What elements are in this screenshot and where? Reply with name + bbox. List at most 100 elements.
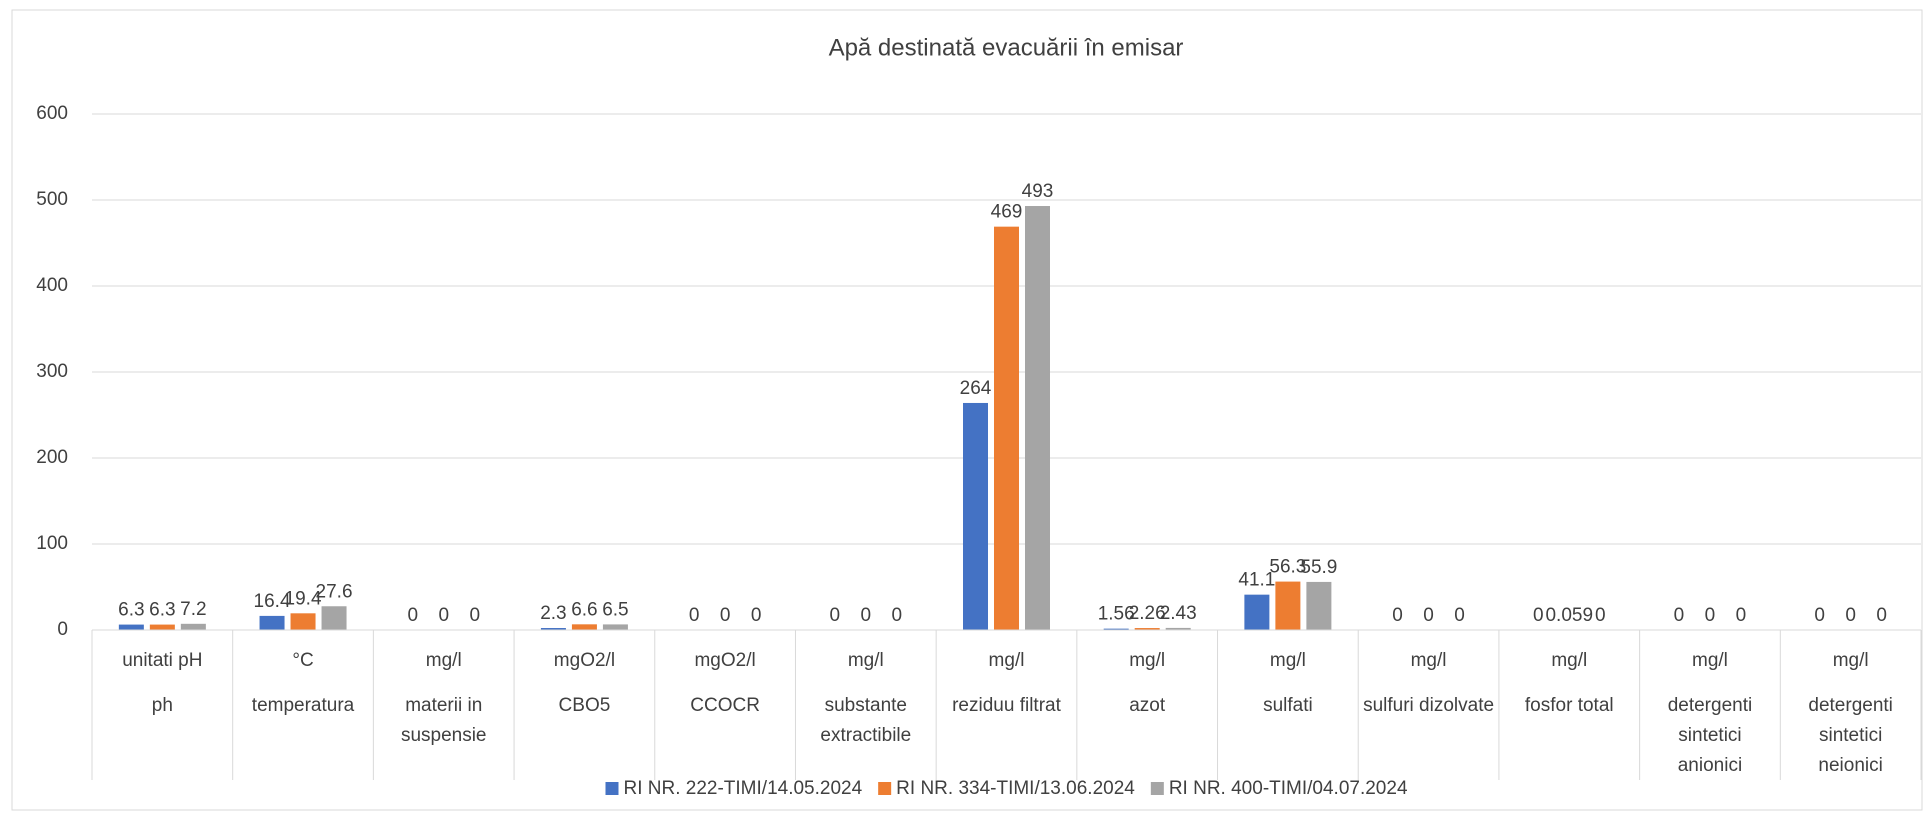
legend-label: RI NR. 222-TIMI/14.05.2024 <box>623 778 862 799</box>
bar <box>1025 206 1050 630</box>
bar <box>290 613 316 630</box>
data-label: 0 <box>720 605 731 626</box>
data-label: 7.2 <box>180 599 206 620</box>
data-label: 0 <box>1845 605 1856 626</box>
data-label: 0 <box>751 605 762 626</box>
data-label: 0 <box>1454 605 1465 626</box>
data-label: 0 <box>830 605 841 626</box>
x-tick-label: detergenti sintetici neionici <box>1808 695 1893 776</box>
bar <box>1134 628 1160 630</box>
bar <box>118 624 144 630</box>
x-tick-label: azot <box>1129 695 1166 716</box>
y-tick-label: 200 <box>36 447 68 468</box>
y-tick-label: 500 <box>36 189 68 210</box>
data-label: 0 <box>438 605 449 626</box>
data-label: 0 <box>1814 605 1825 626</box>
x-unit-label: mgO2/l <box>554 650 615 671</box>
x-tick-label: fosfor total <box>1525 695 1614 716</box>
x-unit-label: mg/l <box>426 650 462 671</box>
bar <box>1165 627 1191 630</box>
x-tick-line: substante <box>825 695 907 716</box>
bar <box>540 628 566 630</box>
data-label: 0 <box>1533 605 1544 626</box>
data-label: 0 <box>892 605 903 626</box>
data-label: 55.9 <box>1300 557 1337 578</box>
legend: RI NR. 222-TIMI/14.05.2024 RI NR. 334-TIM… <box>605 778 1408 799</box>
data-label: 264 <box>960 378 992 399</box>
legend-label: RI NR. 400-TIMI/04.07.2024 <box>1169 778 1408 799</box>
bar <box>321 606 347 630</box>
data-label: 6.3 <box>149 600 175 621</box>
data-label: 41.1 <box>1238 570 1275 591</box>
x-unit-label: mgO2/l <box>694 650 755 671</box>
bar <box>994 226 1019 630</box>
bar <box>149 624 175 630</box>
x-unit-label: mg/l <box>1411 650 1447 671</box>
data-label: 0 <box>1595 605 1606 626</box>
data-label: 2.3 <box>540 603 566 624</box>
legend-swatch <box>1150 782 1164 795</box>
x-tick-label: materii in suspensie <box>401 695 487 746</box>
x-unit-label: unitati pH <box>122 650 202 671</box>
y-tick-label: 600 <box>36 103 68 124</box>
bar <box>1244 594 1270 630</box>
data-label: 16.4 <box>254 591 291 612</box>
x-tick-line: anionici <box>1678 755 1742 776</box>
x-tick-line: extractibile <box>820 725 911 746</box>
data-label: 0 <box>1674 605 1685 626</box>
x-tick-line: sintetici <box>1678 725 1741 746</box>
x-tick-line: detergenti <box>1668 695 1753 716</box>
data-label: 0.059 <box>1545 605 1593 626</box>
data-label: 0 <box>1876 605 1887 626</box>
x-tick-label: ph <box>152 695 173 716</box>
bar <box>602 624 628 630</box>
data-label: 469 <box>991 202 1023 223</box>
y-tick-label: 0 <box>57 619 68 640</box>
bar <box>259 615 285 630</box>
data-label: 0 <box>689 605 700 626</box>
x-tick-line: materii in <box>405 695 482 716</box>
chart-title: Apă destinată evacuării în emisar <box>829 34 1184 61</box>
data-label: 0 <box>1392 605 1403 626</box>
data-label: 0 <box>1736 605 1747 626</box>
x-tick-label: CCOCR <box>690 695 760 716</box>
x-tick-label: temperatura <box>252 695 355 716</box>
data-label: 6.3 <box>118 600 144 621</box>
data-label: 2.26 <box>1129 603 1166 624</box>
x-tick-line: detergenti <box>1808 695 1893 716</box>
y-tick-label: 100 <box>36 533 68 554</box>
x-unit-label: mg/l <box>1692 650 1728 671</box>
bar <box>1306 581 1332 630</box>
x-tick-label: sulfati <box>1263 695 1313 716</box>
data-label: 0 <box>861 605 872 626</box>
x-tick-label: CBO5 <box>559 695 611 716</box>
x-tick-line: neionici <box>1818 755 1882 776</box>
x-tick-label: reziduu filtrat <box>952 695 1061 716</box>
bar <box>1103 628 1129 630</box>
x-tick-label: sulfuri dizolvate <box>1363 695 1494 716</box>
data-label: 2.43 <box>1160 603 1197 624</box>
bar <box>963 402 988 630</box>
x-unit-label: mg/l <box>848 650 884 671</box>
legend-swatch <box>878 782 892 795</box>
bar <box>571 624 597 630</box>
data-label: 0 <box>469 605 480 626</box>
data-label: 19.4 <box>285 588 322 609</box>
data-label: 6.5 <box>602 599 628 620</box>
bar <box>1275 581 1301 630</box>
x-unit-label: mg/l <box>989 650 1025 671</box>
x-unit-label: mg/l <box>1129 650 1165 671</box>
data-label: 6.6 <box>571 599 597 620</box>
legend-swatch <box>605 782 619 795</box>
x-tick-line: suspensie <box>401 725 487 746</box>
data-label: 0 <box>1705 605 1716 626</box>
data-label: 493 <box>1022 181 1054 202</box>
data-label: 0 <box>1423 605 1434 626</box>
y-tick-label: 300 <box>36 361 68 382</box>
bar <box>180 623 206 630</box>
x-unit-label: mg/l <box>1551 650 1587 671</box>
legend-label: RI NR. 334-TIMI/13.06.2024 <box>896 778 1135 799</box>
x-unit-label: mg/l <box>1270 650 1306 671</box>
x-unit-label: °C <box>292 650 313 671</box>
